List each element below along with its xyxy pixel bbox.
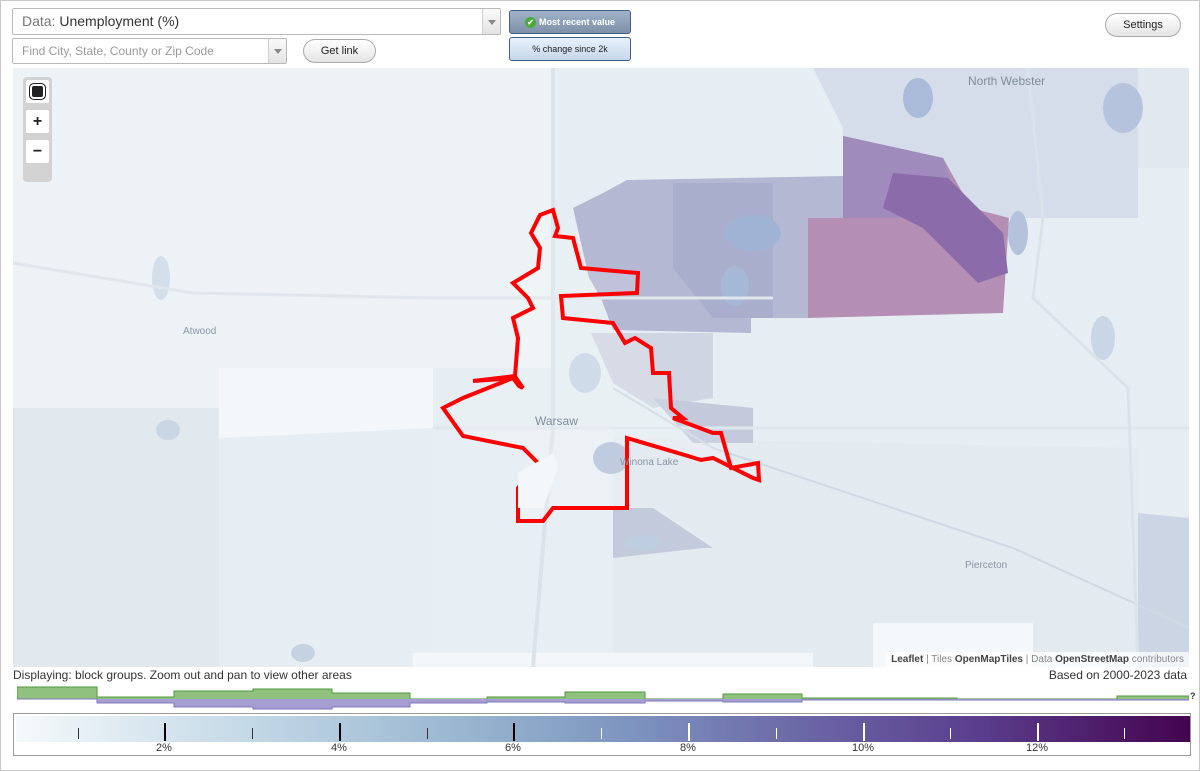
attribution-data-prefix: | Data (1025, 654, 1053, 665)
region-far-east (1138, 513, 1189, 667)
lake (291, 644, 315, 662)
lake (903, 78, 933, 118)
region-warsaw-south (518, 453, 558, 508)
check-icon: ✔ (524, 17, 536, 29)
most-recent-value-label: Most recent value (538, 17, 616, 27)
distribution-histogram (17, 686, 1189, 710)
lake (1091, 316, 1115, 360)
legend-tick (164, 723, 166, 741)
legend-tick-minor (601, 728, 602, 739)
region-atwood (219, 368, 433, 438)
histogram-area-green (17, 686, 1189, 700)
attribution-tiles-prefix: | Tiles (926, 654, 953, 665)
histogram-help-icon[interactable]: ? (1190, 691, 1196, 701)
data-select-value: Unemployment (%) (59, 13, 180, 29)
legend-tick-minor (950, 728, 951, 739)
legend-tick (339, 723, 341, 741)
location-search[interactable] (12, 38, 287, 64)
lake (1008, 211, 1028, 255)
legend-tick-label: 6% (505, 742, 521, 754)
legend-tick (863, 723, 865, 741)
lake (593, 442, 629, 474)
legend-tick (513, 723, 515, 741)
place-label-atwood: Atwood (183, 326, 217, 337)
region-southeast (613, 438, 1138, 667)
fit-bounds-icon[interactable] (26, 80, 49, 103)
legend-tick-label: 10% (851, 742, 875, 754)
leaflet-link[interactable]: Leaflet (891, 654, 924, 665)
legend-gradient (16, 716, 1190, 742)
zoom-controls: + − (23, 77, 52, 182)
display-note: Displaying: block groups. Zoom out and p… (13, 668, 352, 682)
lake (625, 535, 661, 551)
region-northeast (953, 68, 1189, 168)
road (1026, 68, 1140, 667)
color-legend: 2% 4% 6% 8% 10% 12% (13, 713, 1191, 756)
legend-tick-label: 2% (156, 742, 172, 754)
search-input[interactable] (13, 39, 269, 63)
selected-place-outline[interactable] (440, 207, 762, 523)
region-lake-wawasee (883, 173, 1008, 283)
map[interactable]: North Webster Atwood Warsaw Winona Lake … (13, 68, 1189, 667)
histogram-area-purple (17, 698, 1189, 710)
data-select-label: Data: (22, 13, 56, 29)
place-label-north-webster: North Webster (968, 74, 1046, 88)
attribution-contributors: contributors (1131, 654, 1184, 665)
lake (152, 256, 170, 300)
region-south (433, 428, 613, 667)
map-attribution: Leaflet | Tiles OpenMapTiles | Data Open… (886, 652, 1189, 667)
road (531, 68, 555, 667)
legend-tick-minor (252, 728, 253, 739)
railroad (612, 387, 1189, 629)
chevron-down-icon[interactable] (482, 9, 500, 34)
region-south-white-2 (413, 653, 813, 667)
road (13, 261, 773, 300)
lake (1103, 83, 1143, 133)
most-recent-value-button[interactable]: ✔ Most recent value (509, 10, 631, 34)
chevron-down-icon[interactable] (268, 39, 286, 63)
data-select[interactable]: Data: Unemployment (%) (12, 8, 501, 35)
settings-button[interactable]: Settings (1105, 13, 1181, 37)
region-southwest (13, 408, 219, 667)
get-link-button[interactable]: Get link (303, 39, 376, 63)
legend-tick (1037, 723, 1039, 741)
legend-tick (688, 723, 690, 741)
region-west (13, 68, 553, 408)
lake (569, 353, 601, 393)
place-label-pierceton: Pierceton (965, 560, 1008, 571)
openstreetmap-link[interactable]: OpenStreetMap (1055, 654, 1129, 665)
legend-tick-label: 8% (680, 742, 696, 754)
data-years-note: Based on 2000-2023 data (1048, 668, 1187, 682)
percent-change-button[interactable]: % change since 2k (509, 37, 631, 61)
legend-tick-minor (1124, 728, 1125, 739)
lake (156, 420, 180, 440)
place-label-warsaw: Warsaw (535, 414, 578, 428)
lake (721, 266, 749, 306)
region-bg-mid (653, 398, 753, 443)
place-label-winona-lake: Winona Lake (620, 457, 679, 468)
legend-tick-label: 12% (1025, 742, 1049, 754)
legend-tick-minor (427, 728, 428, 739)
zoom-in-button[interactable]: + (26, 110, 49, 133)
legend-tick-label: 4% (331, 742, 347, 754)
openmaptiles-link[interactable]: OpenMapTiles (954, 654, 1023, 665)
legend-tick-minor (78, 728, 79, 739)
map-layer (13, 68, 1189, 667)
legend-tick-minor (776, 728, 777, 739)
zoom-out-button[interactable]: − (26, 140, 49, 163)
lake (725, 215, 781, 251)
